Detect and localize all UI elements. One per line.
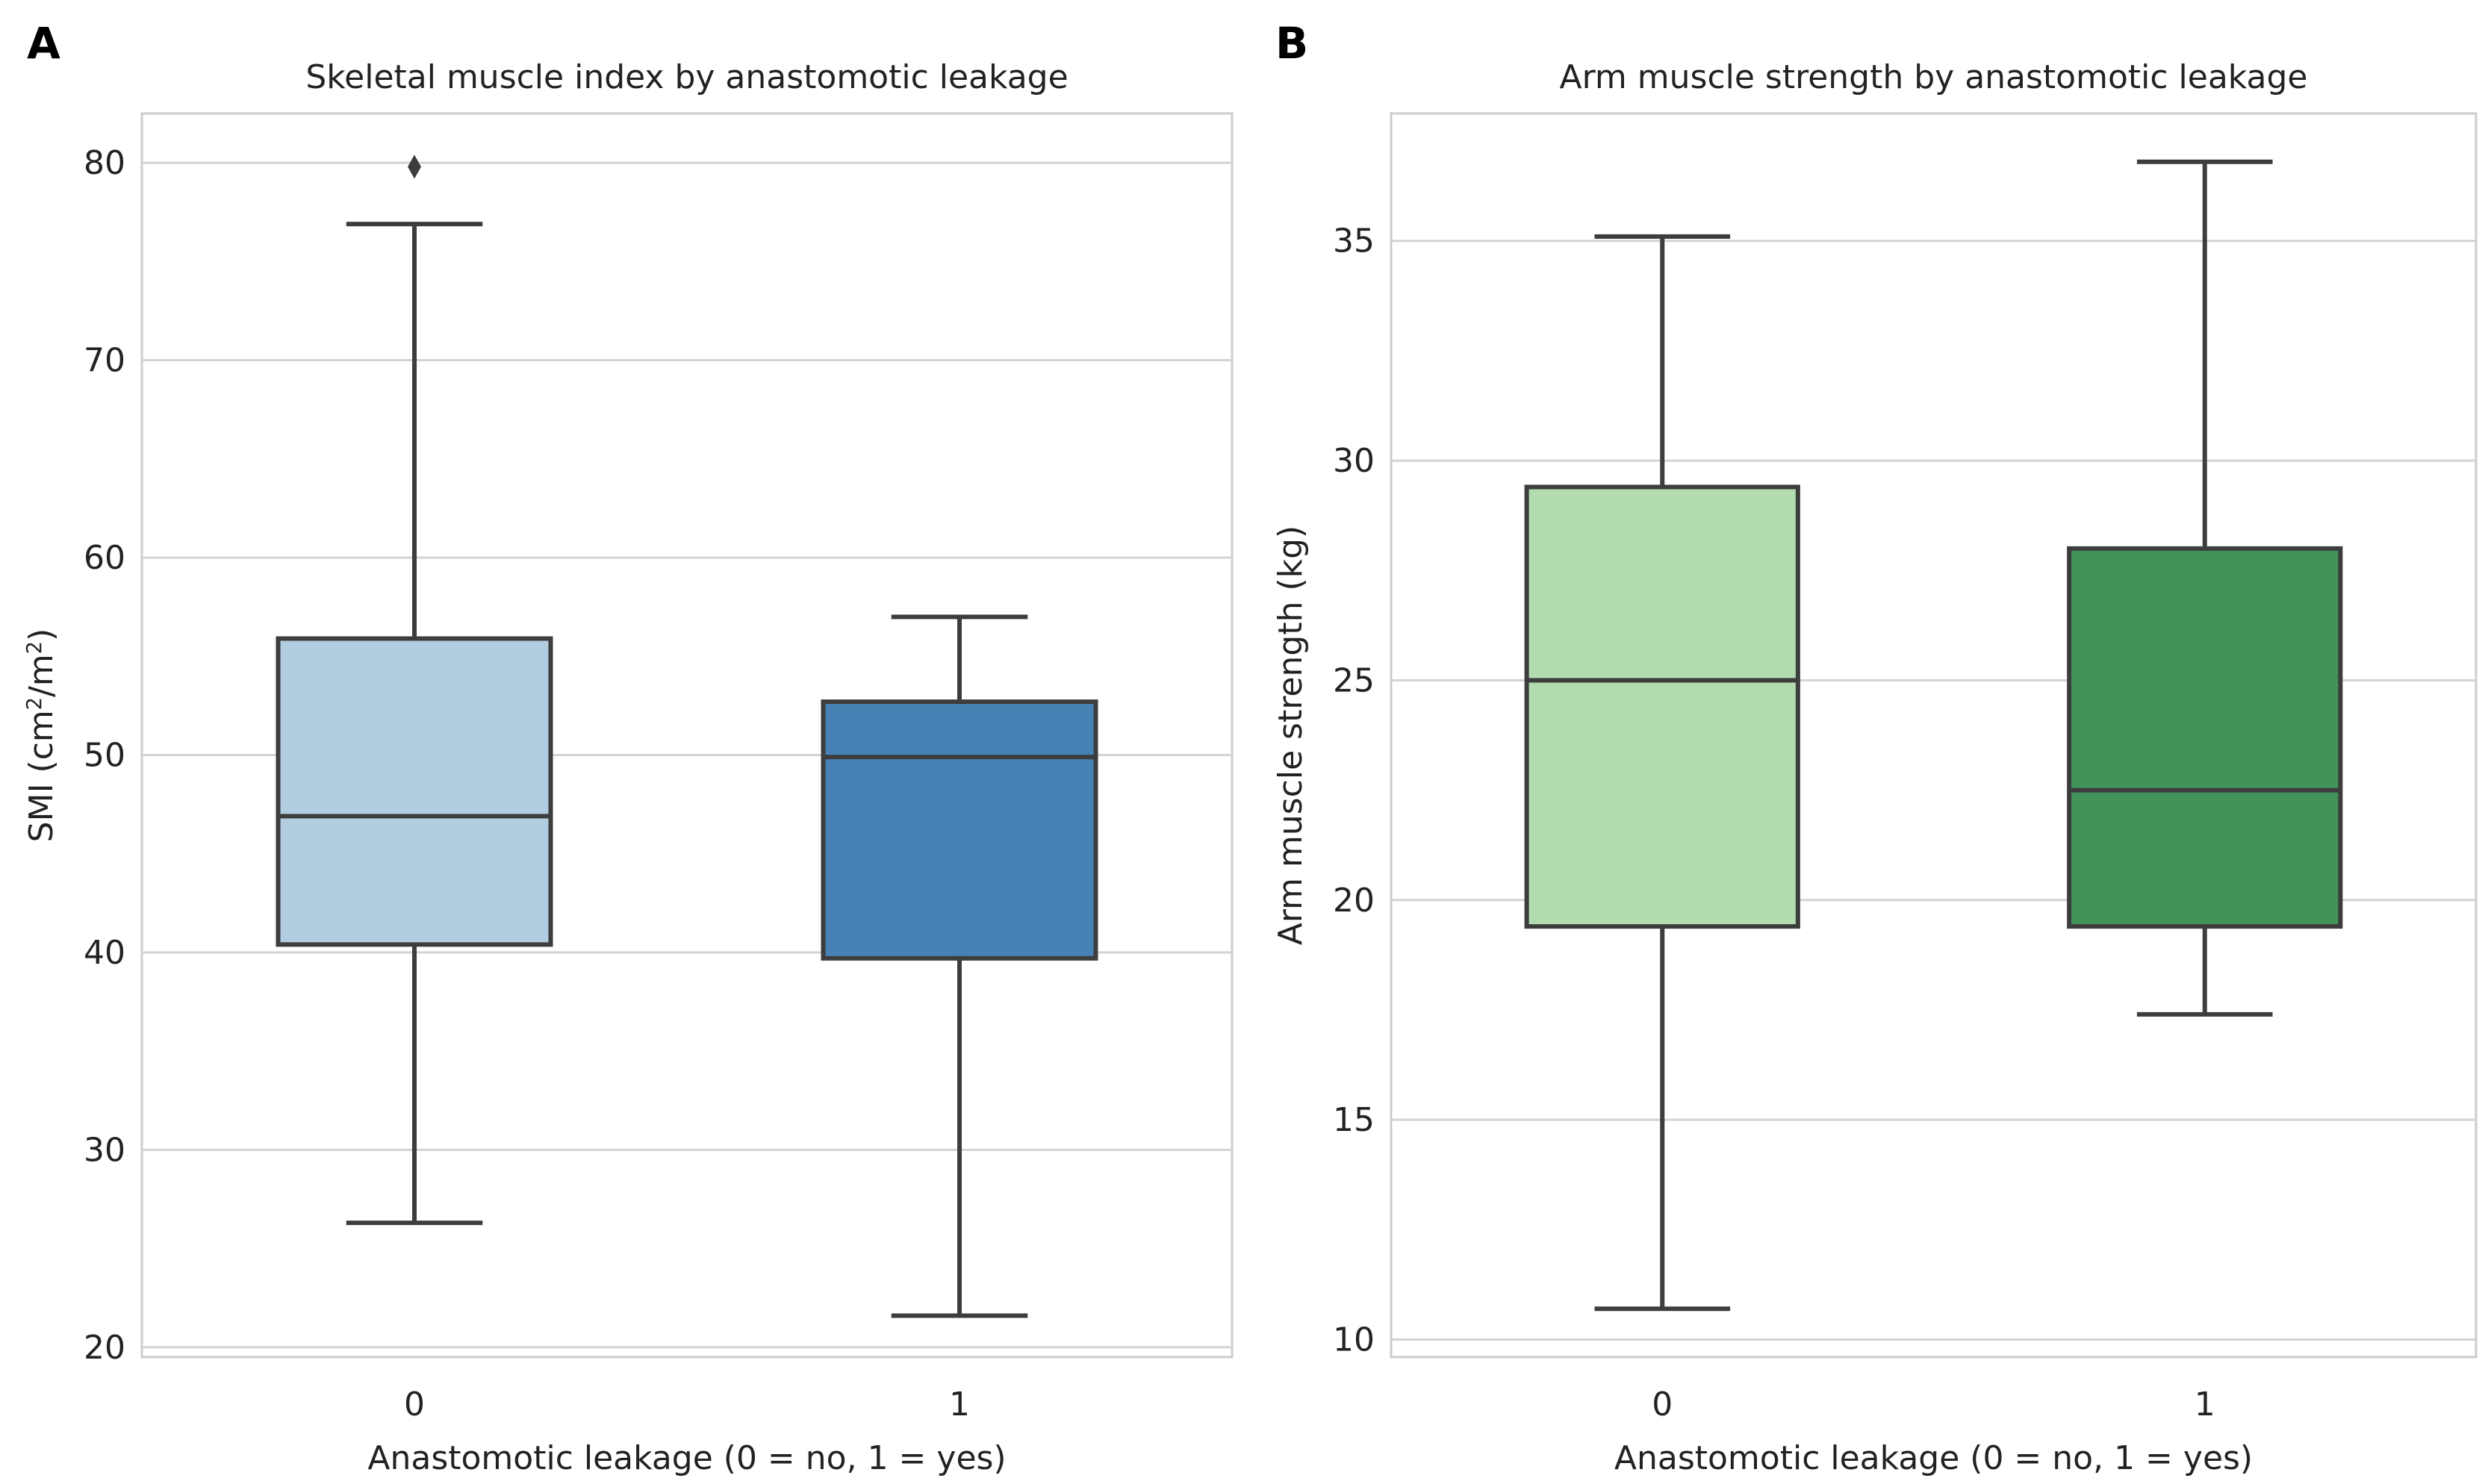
outlier-point xyxy=(408,155,421,179)
y-axis-label: SMI (cm2/m2) xyxy=(22,629,60,843)
box-iqr xyxy=(1524,484,1800,929)
y-tick-label: 60 xyxy=(84,539,125,577)
y-tick-label: 30 xyxy=(1333,442,1375,480)
x-tick-label: 1 xyxy=(949,1385,970,1424)
y-tick-label: 40 xyxy=(84,934,125,972)
y-tick-label: 70 xyxy=(84,342,125,380)
x-axis-label: Anastomotic leakage (0 = no, 1 = yes) xyxy=(1614,1439,2253,1477)
y-tick-label: 15 xyxy=(1333,1101,1375,1139)
y-tick-label: 25 xyxy=(1333,661,1375,699)
chart-title: Arm muscle strength by anastomotic leaka… xyxy=(1560,58,2308,96)
box-iqr xyxy=(276,636,553,947)
box-iqr xyxy=(2067,546,2343,929)
y-tick-label: 50 xyxy=(84,736,125,774)
box-group-1 xyxy=(821,614,1098,1318)
x-axis-label: Anastomotic leakage (0 = no, 1 = yes) xyxy=(367,1439,1006,1477)
x-tick-label: 1 xyxy=(2195,1385,2215,1424)
y-axis-label: Arm muscle strength (kg) xyxy=(1272,526,1310,945)
panel-a: A 20 30 40 50 60 70 80 0 1 Skeletal muscle index b… xyxy=(22,18,1234,1477)
panel-letter: B xyxy=(1275,18,1308,69)
box-group-1 xyxy=(2067,159,2343,1017)
x-tick-label: 0 xyxy=(1652,1385,1673,1424)
y-tick-label: 80 xyxy=(84,144,125,182)
box-iqr xyxy=(821,699,1098,961)
box-group-0 xyxy=(1524,234,1800,1312)
box-group-0 xyxy=(276,155,553,1226)
y-tick-label: 35 xyxy=(1333,222,1375,261)
chart-title: Skeletal muscle index by anastomotic lea… xyxy=(305,58,1068,96)
panel-letter: A xyxy=(27,18,60,69)
y-tick-label: 10 xyxy=(1333,1321,1375,1359)
y-tick-label: 20 xyxy=(1333,882,1375,920)
y-tick-label: 30 xyxy=(84,1131,125,1169)
panel-b: B 10 15 20 25 30 35 0 1 Arm muscle strength by an… xyxy=(1272,18,2478,1477)
x-tick-label: 0 xyxy=(404,1385,425,1424)
y-tick-label: 20 xyxy=(84,1329,125,1367)
